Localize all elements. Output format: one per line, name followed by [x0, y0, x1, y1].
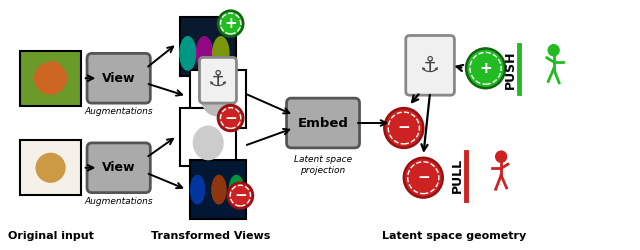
FancyBboxPatch shape — [87, 54, 150, 103]
Ellipse shape — [228, 175, 244, 204]
FancyBboxPatch shape — [200, 58, 236, 103]
Text: −: − — [224, 110, 237, 126]
Ellipse shape — [201, 82, 235, 116]
Ellipse shape — [196, 36, 213, 71]
Ellipse shape — [193, 126, 224, 160]
Circle shape — [218, 11, 243, 36]
Text: Latent space
projection: Latent space projection — [294, 155, 352, 175]
Circle shape — [385, 108, 423, 148]
Text: Original input: Original input — [8, 231, 93, 241]
FancyBboxPatch shape — [287, 98, 360, 148]
Text: +: + — [479, 61, 492, 76]
Ellipse shape — [179, 36, 196, 71]
Bar — [20, 51, 81, 106]
Text: View: View — [102, 161, 136, 174]
FancyBboxPatch shape — [406, 36, 454, 95]
Text: View: View — [102, 72, 136, 85]
Bar — [180, 16, 236, 76]
Circle shape — [228, 183, 253, 208]
Bar — [20, 140, 81, 195]
Circle shape — [548, 45, 559, 56]
Text: PULL: PULL — [451, 158, 464, 193]
Ellipse shape — [35, 153, 66, 183]
Text: ⚓: ⚓ — [208, 70, 228, 90]
Circle shape — [495, 151, 507, 162]
Text: Augmentations: Augmentations — [84, 107, 153, 116]
Ellipse shape — [212, 36, 230, 71]
Ellipse shape — [189, 175, 205, 204]
Bar — [189, 160, 246, 220]
Text: Embed: Embed — [298, 116, 348, 130]
Ellipse shape — [47, 61, 60, 72]
Text: PUSH: PUSH — [504, 50, 516, 88]
Ellipse shape — [211, 175, 227, 204]
Text: −: − — [417, 170, 429, 185]
Text: −: − — [234, 188, 246, 203]
Text: Transformed Views: Transformed Views — [152, 231, 271, 241]
Circle shape — [404, 158, 443, 198]
FancyBboxPatch shape — [87, 143, 150, 192]
Bar — [189, 70, 246, 128]
Circle shape — [466, 48, 505, 88]
Text: ⚓: ⚓ — [420, 55, 440, 75]
Text: Latent space geometry: Latent space geometry — [382, 231, 527, 241]
Bar — [180, 108, 236, 166]
Text: −: − — [397, 120, 410, 136]
Ellipse shape — [34, 62, 67, 95]
Circle shape — [218, 105, 243, 131]
Text: Augmentations: Augmentations — [84, 196, 153, 205]
Text: +: + — [224, 16, 237, 31]
